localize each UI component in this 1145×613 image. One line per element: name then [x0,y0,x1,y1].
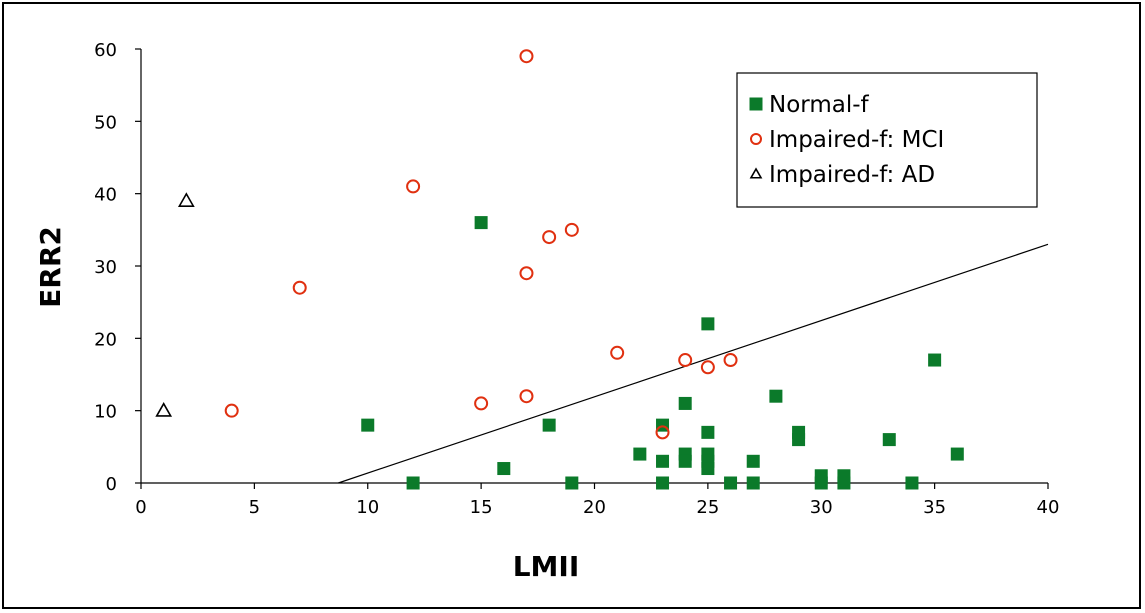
x-tick-label: 5 [249,497,260,518]
data-point-series-3 [155,402,173,417]
x-tick-label: 10 [356,497,379,518]
legend: Normal-f Impaired-f: MCI Impaired-f: AD [736,72,1038,208]
data-point-series-1 [882,433,896,447]
legend-marker [749,97,763,111]
data-point-series-2 [519,389,534,404]
data-point-series-1 [701,317,715,331]
data-point-series-1 [792,433,806,447]
data-point-series-1 [656,454,670,468]
reference-line-group [338,243,1049,484]
data-point-series-2 [292,280,307,295]
data-point-series-1 [746,476,760,490]
data-point-series-2 [406,179,421,194]
axes [135,48,1049,489]
data-point-series-2 [655,425,670,440]
reference-line [338,243,1049,484]
data-point-series-1 [928,353,942,367]
y-axis-title: ERR2 [34,226,67,308]
data-point-series-1 [361,418,375,432]
legend-marker [749,167,763,179]
y-tick-label: 30 [94,257,117,278]
y-tick-label: 60 [94,40,117,61]
data-point-series-2 [224,403,239,418]
y-tick-label: 0 [106,474,117,495]
data-point-series-1 [905,476,919,490]
data-point-series-1 [701,425,715,439]
data-point-series-1 [565,476,579,490]
data-point-series-1 [678,454,692,468]
data-point-series-2 [700,360,715,375]
data-point-series-2 [519,266,534,281]
y-tick-label: 50 [94,112,117,133]
data-point-series-1 [542,418,556,432]
x-tick-label: 20 [583,497,606,518]
y-tick-label: 20 [94,329,117,350]
data-point-series-1 [724,476,738,490]
data-point-series-1 [837,476,851,490]
data-point-series-1 [678,396,692,410]
data-point-series-1 [814,476,828,490]
data-point-series-1 [406,476,420,490]
data-point-series-1 [769,389,783,403]
data-point-series-1 [701,462,715,476]
legend-label: Impaired-f: AD [769,162,935,188]
data-point-series-1 [474,216,488,230]
data-point-series-2 [542,230,557,245]
data-points [155,49,964,490]
data-point-series-1 [656,476,670,490]
data-point-series-2 [564,222,579,237]
data-point-series-1 [497,462,511,476]
y-tick-label: 10 [94,402,117,423]
x-tick-label: 25 [696,497,719,518]
legend-label: Impaired-f: MCI [769,127,944,153]
x-tick-label: 30 [810,497,833,518]
tick-labels: 0 5 10 15 20 25 30 35 40 0 10 20 30 40 50 60 [94,40,1059,518]
data-point-series-2 [519,49,534,64]
legend-box [736,72,1038,208]
data-point-series-1 [746,454,760,468]
data-point-series-2 [723,353,738,368]
data-point-series-2 [610,345,625,360]
data-point-series-2 [474,396,489,411]
x-axis-title: LMII [513,550,580,583]
data-point-series-1 [950,447,964,461]
data-point-series-3 [177,192,195,207]
x-tick-label: 0 [135,497,146,518]
legend-label: Normal-f [769,92,870,118]
legend-marker [750,133,762,145]
data-point-series-1 [633,447,647,461]
data-point-series-2 [678,353,693,368]
x-tick-label: 15 [470,497,493,518]
y-tick-label: 40 [94,185,117,206]
x-tick-label: 35 [923,497,946,518]
x-tick-label: 40 [1037,497,1060,518]
